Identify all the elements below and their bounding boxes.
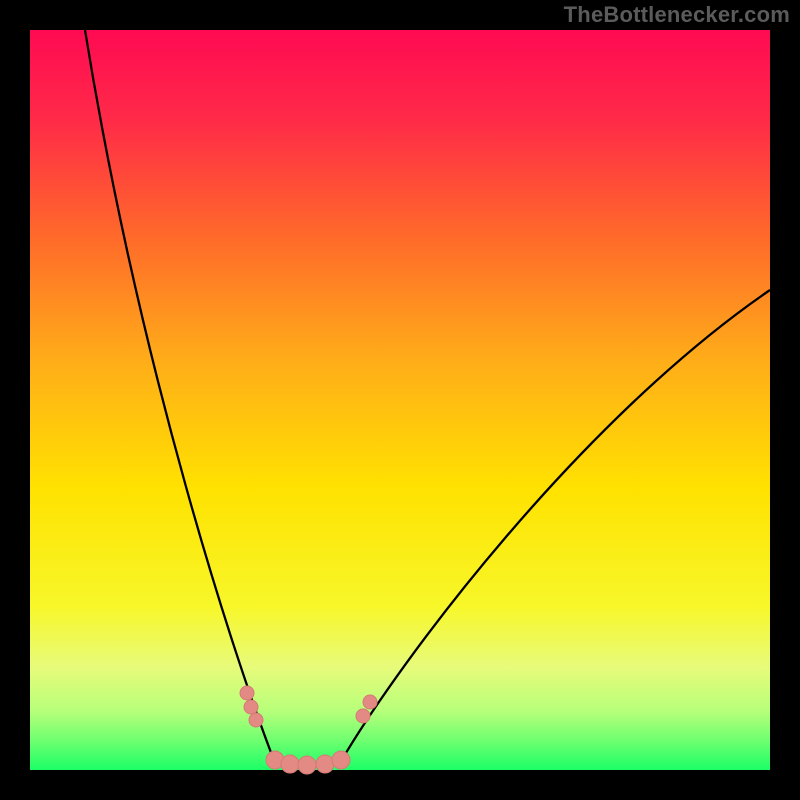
- bottleneck-chart-svg: [0, 0, 800, 800]
- watermark-text: TheBottlenecker.com: [564, 2, 790, 28]
- data-marker: [298, 756, 316, 774]
- data-marker: [356, 709, 370, 723]
- data-marker: [332, 751, 350, 769]
- data-marker: [240, 686, 254, 700]
- data-marker: [244, 700, 258, 714]
- data-marker: [363, 695, 377, 709]
- data-marker: [316, 755, 334, 773]
- chart-canvas: TheBottlenecker.com: [0, 0, 800, 800]
- data-marker: [281, 755, 299, 773]
- data-marker: [249, 713, 263, 727]
- gradient-plot-area: [30, 30, 770, 770]
